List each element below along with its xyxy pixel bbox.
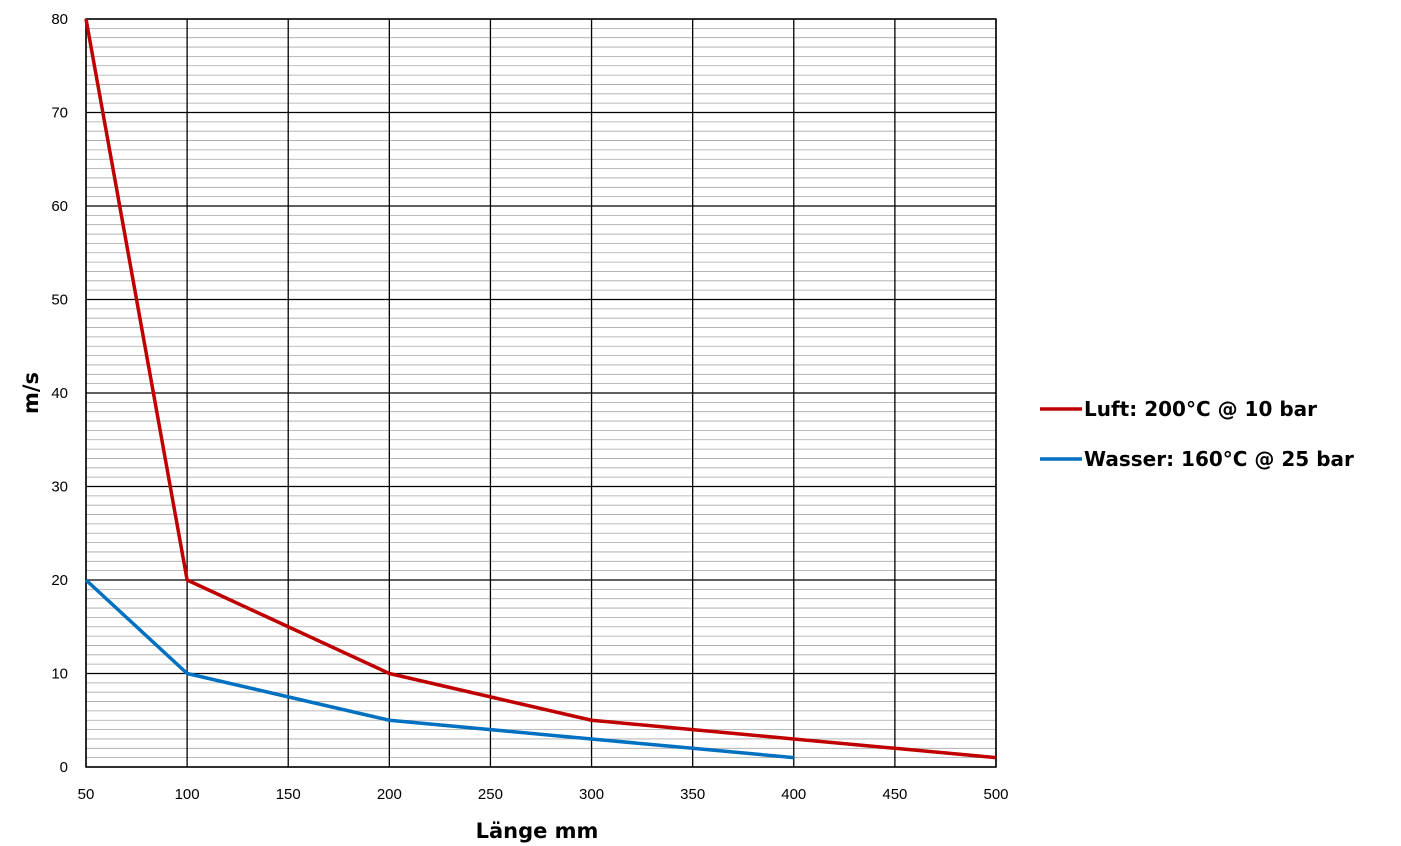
y-axis-tick-labels: 0 10 20 30 40 50 60 70 80 xyxy=(51,11,68,776)
x-tick-label: 100 xyxy=(175,786,200,803)
x-axis-tick-labels: 50 100 150 200 250 300 350 400 450 500 xyxy=(78,786,1009,803)
minor-gridlines xyxy=(86,27,996,759)
y-tick-label: 50 xyxy=(51,292,68,309)
plot-area-border xyxy=(85,18,997,768)
y-tick-label: 80 xyxy=(51,11,68,28)
y-axis-title: m/s xyxy=(19,372,43,414)
series-line-2 xyxy=(84,578,794,760)
x-axis-title: Länge mm xyxy=(476,819,599,843)
x-tick-label: 450 xyxy=(882,786,907,803)
x-tick-label: 350 xyxy=(680,786,705,803)
y-tick-label: 40 xyxy=(51,385,68,402)
x-tick-label: 250 xyxy=(478,786,503,803)
y-tick-label: 0 xyxy=(60,759,68,776)
y-tick-label: 70 xyxy=(51,105,68,122)
x-tick-label: 150 xyxy=(276,786,301,803)
x-tick-label: 400 xyxy=(781,786,806,803)
x-tick-label: 200 xyxy=(377,786,402,803)
series-line-1 xyxy=(84,18,997,760)
x-tick-label: 500 xyxy=(983,786,1008,803)
legend-label: Luft: 200°C @ 10 bar xyxy=(1084,397,1317,421)
legend-label: Wasser: 160°C @ 25 bar xyxy=(1084,447,1354,471)
x-tick-label: 300 xyxy=(579,786,604,803)
y-tick-label: 20 xyxy=(51,572,68,589)
y-tick-label: 30 xyxy=(51,479,68,496)
y-tick-label: 10 xyxy=(51,666,68,683)
x-tick-label: 50 xyxy=(78,786,95,803)
series-lines xyxy=(84,18,997,760)
legend: Luft: 200°C @ 10 bar Wasser: 160°C @ 25 b… xyxy=(1040,397,1354,471)
y-tick-label: 60 xyxy=(51,198,68,215)
